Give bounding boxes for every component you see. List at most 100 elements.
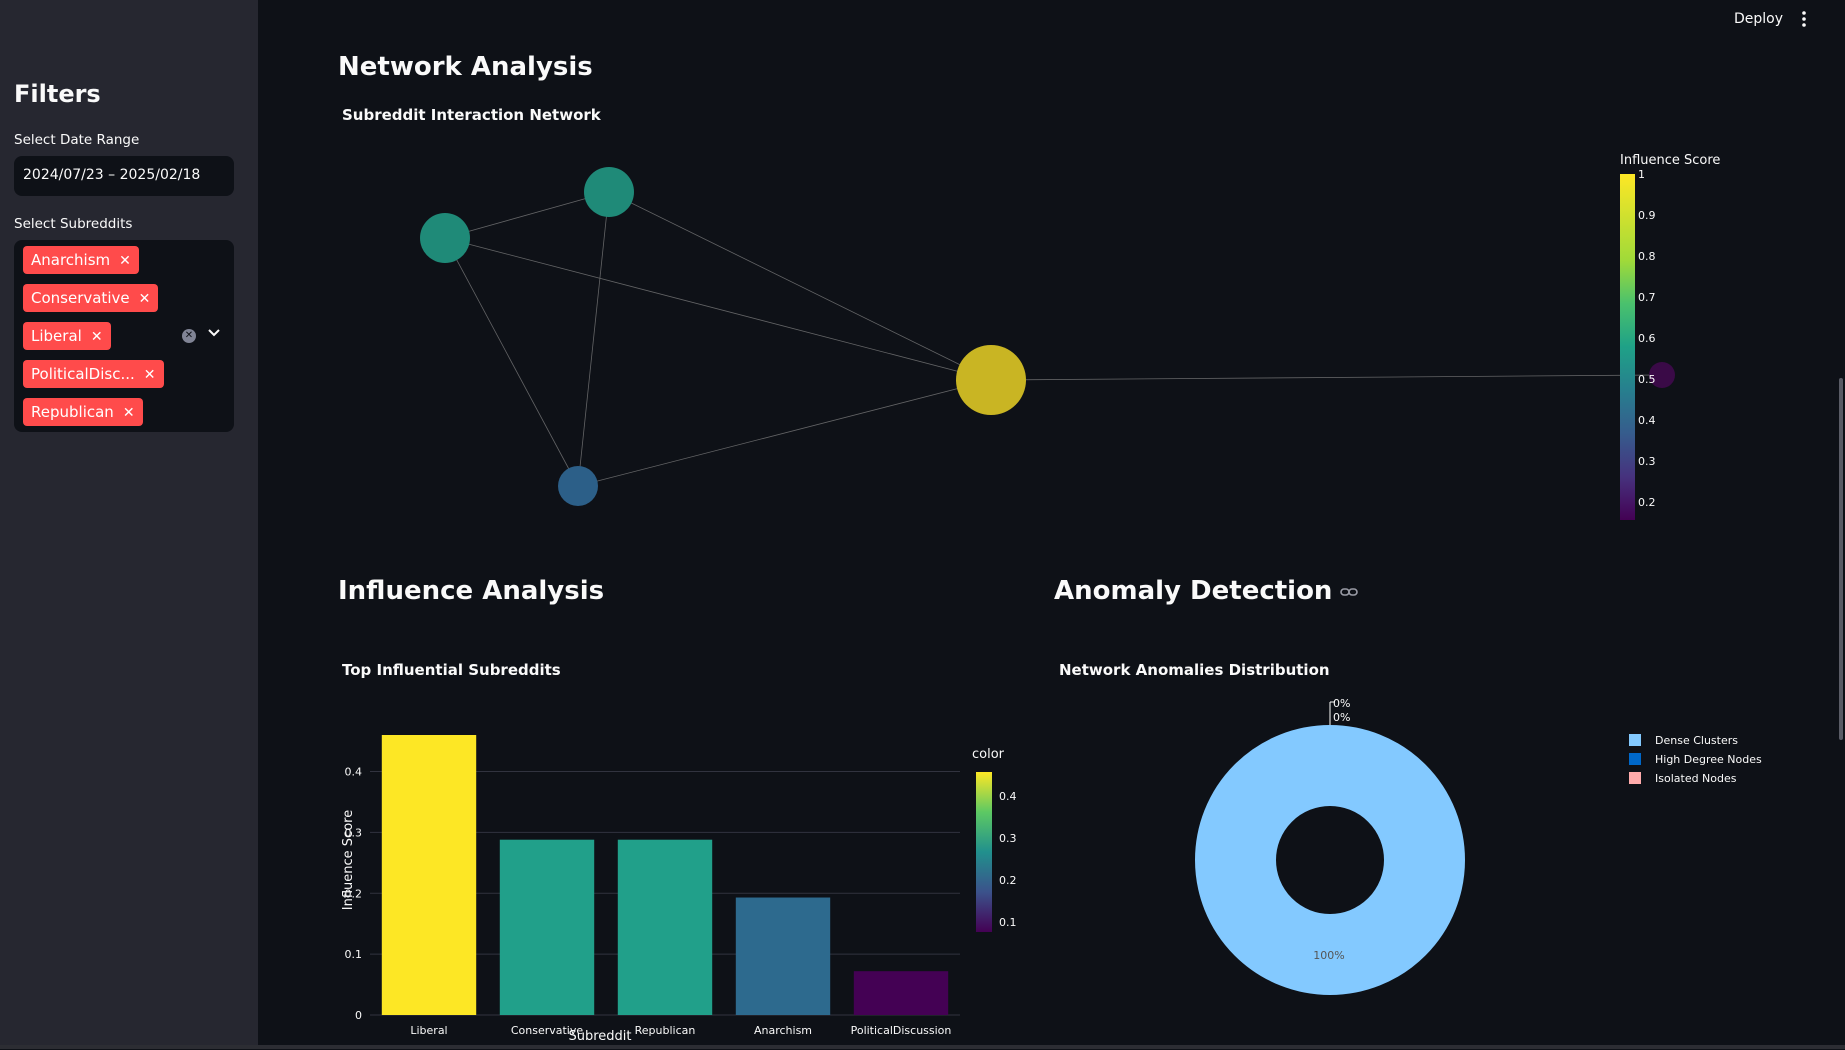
- chip-label: Anarchism: [31, 251, 111, 269]
- bar-chart-title: Top Influential Subreddits: [342, 661, 561, 679]
- network-edge: [444, 237, 579, 487]
- bar[interactable]: [735, 897, 831, 1015]
- influence-bar-chart: 0 0.1 0.2 0.3 0.4 Liberal Conservative Republi…: [341, 735, 1017, 1044]
- colorbar-tick: 0.9: [1638, 209, 1656, 222]
- chip-remove-icon[interactable]: ✕: [143, 367, 156, 383]
- anomaly-heading-text: Anomaly Detection: [1054, 576, 1333, 606]
- sidebar-title: Filters: [14, 80, 101, 108]
- bar-colorbar-tick: 0.4: [999, 790, 1017, 803]
- bottom-border: [0, 1045, 1845, 1049]
- chip-republican: Republican ✕: [23, 398, 143, 426]
- legend-label[interactable]: High Degree Nodes: [1655, 753, 1762, 766]
- network-edge: [577, 379, 992, 487]
- pie-label-main: 100%: [1313, 949, 1344, 962]
- pie-slice[interactable]: [1195, 725, 1465, 995]
- influence-analysis-heading: Influence Analysis: [338, 576, 605, 606]
- sidebar: Filters Select Date Range 2024/07/23 – 2…: [0, 0, 258, 1049]
- bar-y-tick: 0.4: [345, 766, 363, 779]
- chevron-down-icon[interactable]: [206, 325, 222, 341]
- chip-remove-icon[interactable]: ✕: [138, 291, 151, 307]
- network-node[interactable]: [558, 466, 598, 506]
- network-node[interactable]: [956, 345, 1026, 415]
- network-edge: [990, 374, 1663, 381]
- colorbar-title: Influence Score: [1620, 153, 1720, 168]
- date-range-label: Select Date Range: [14, 132, 140, 148]
- page-scrollbar[interactable]: [1839, 378, 1843, 740]
- network-graph: Influence Score 1 0.9 0.8 0.7 0.6 0.5 0.…: [420, 153, 1720, 520]
- network-node[interactable]: [1649, 362, 1675, 388]
- pie-slices: [1195, 725, 1465, 995]
- legend-swatch[interactable]: [1629, 753, 1641, 765]
- bar[interactable]: [381, 735, 477, 1015]
- network-edges: [444, 191, 1663, 487]
- network-edge: [444, 191, 610, 239]
- network-edge: [444, 237, 992, 381]
- bar[interactable]: [617, 839, 713, 1015]
- bar-x-tick: Conservative: [511, 1024, 584, 1037]
- colorbar-tick: 0.2: [1638, 496, 1656, 509]
- chip-anarchism: Anarchism ✕: [23, 246, 139, 274]
- deploy-button[interactable]: Deploy: [1734, 11, 1784, 27]
- chip-remove-icon[interactable]: ✕: [119, 253, 131, 269]
- kebab-menu-icon[interactable]: [1800, 10, 1808, 28]
- bar-y-tick: 0: [355, 1009, 362, 1022]
- chip-label: Conservative: [31, 289, 130, 307]
- network-chart-title: Subreddit Interaction Network: [342, 106, 601, 124]
- bar-x-tick: Republican: [635, 1024, 696, 1037]
- colorbar-tick: 0.7: [1638, 291, 1656, 304]
- pie-label-zero: 0%: [1333, 711, 1350, 724]
- colorbar-tick: 0.8: [1638, 250, 1656, 263]
- colorbar-tick: 0.5: [1638, 373, 1656, 386]
- bar-y-tick: 0.3: [345, 826, 363, 839]
- colorbar-tick: 0.6: [1638, 332, 1656, 345]
- clear-all-icon[interactable]: ✕: [182, 329, 196, 343]
- bar-y-axis-label: Influence Score: [341, 810, 356, 910]
- bar[interactable]: [853, 971, 949, 1015]
- bar-colorbar: [976, 772, 992, 932]
- colorbar-tick: 1: [1638, 168, 1645, 181]
- bar-colorbar-tick: 0.3: [999, 832, 1017, 845]
- bar-x-tick: PoliticalDiscussion: [851, 1024, 952, 1037]
- pie-label-zero: 0%: [1333, 697, 1350, 710]
- chip-liberal: Liberal ✕: [23, 322, 111, 350]
- pie-chart-title: Network Anomalies Distribution: [1059, 661, 1330, 679]
- bar-x-tick: Anarchism: [754, 1024, 812, 1037]
- colorbar-tick: 0.3: [1638, 455, 1656, 468]
- bar-marks: [381, 735, 949, 1015]
- bar[interactable]: [499, 839, 595, 1015]
- bar-y-tick: 0.1: [345, 948, 363, 961]
- bar-colorbar-title: color: [972, 747, 1005, 762]
- date-range-input[interactable]: 2024/07/23 – 2025/02/18: [14, 156, 234, 196]
- network-edge: [608, 191, 992, 381]
- chip-conservative: Conservative ✕: [23, 284, 159, 312]
- link-icon[interactable]: [1340, 586, 1359, 598]
- legend-swatch[interactable]: [1629, 734, 1641, 746]
- legend-label[interactable]: Isolated Nodes: [1655, 772, 1737, 785]
- network-node[interactable]: [584, 167, 634, 217]
- bar-x-tick: Liberal: [410, 1024, 447, 1037]
- chip-politicaldiscussion: PoliticalDisc... ✕: [23, 360, 164, 388]
- chip-remove-icon[interactable]: ✕: [122, 405, 135, 421]
- legend-label[interactable]: Dense Clusters: [1655, 734, 1738, 747]
- chip-label: Republican: [31, 403, 114, 421]
- bar-x-axis-label: Subreddit: [568, 1029, 631, 1044]
- chip-label: Liberal: [31, 327, 82, 345]
- bar-y-tick: 0.2: [345, 887, 363, 900]
- chip-remove-icon[interactable]: ✕: [90, 329, 103, 345]
- network-analysis-heading: Network Analysis: [338, 52, 593, 82]
- subreddit-multiselect[interactable]: Anarchism ✕ Conservative ✕ Liberal ✕ Politi…: [14, 240, 234, 432]
- network-edge: [577, 191, 610, 487]
- pie-legend: Dense Clusters High Degree Nodes Isolated …: [1629, 734, 1762, 785]
- anomaly-detection-heading: Anomaly Detection: [1054, 576, 1359, 606]
- colorbar-tick: 0.4: [1638, 414, 1656, 427]
- subreddit-select-label: Select Subreddits: [14, 216, 133, 232]
- bar-y-ticks: 0 0.1 0.2 0.3 0.4: [345, 766, 363, 1022]
- anomaly-donut-chart: 0% 0% 100% Dense Clusters High Degree Nod…: [1195, 697, 1762, 995]
- legend-swatch[interactable]: [1629, 772, 1641, 784]
- chip-label: PoliticalDisc...: [31, 365, 135, 383]
- bar-colorbar-tick: 0.2: [999, 874, 1017, 887]
- bar-x-ticks: Liberal Conservative Republican Anarchism Po…: [410, 1024, 951, 1037]
- network-colorbar: [1620, 174, 1635, 520]
- bar-colorbar-tick: 0.1: [999, 916, 1017, 929]
- network-node[interactable]: [420, 213, 470, 263]
